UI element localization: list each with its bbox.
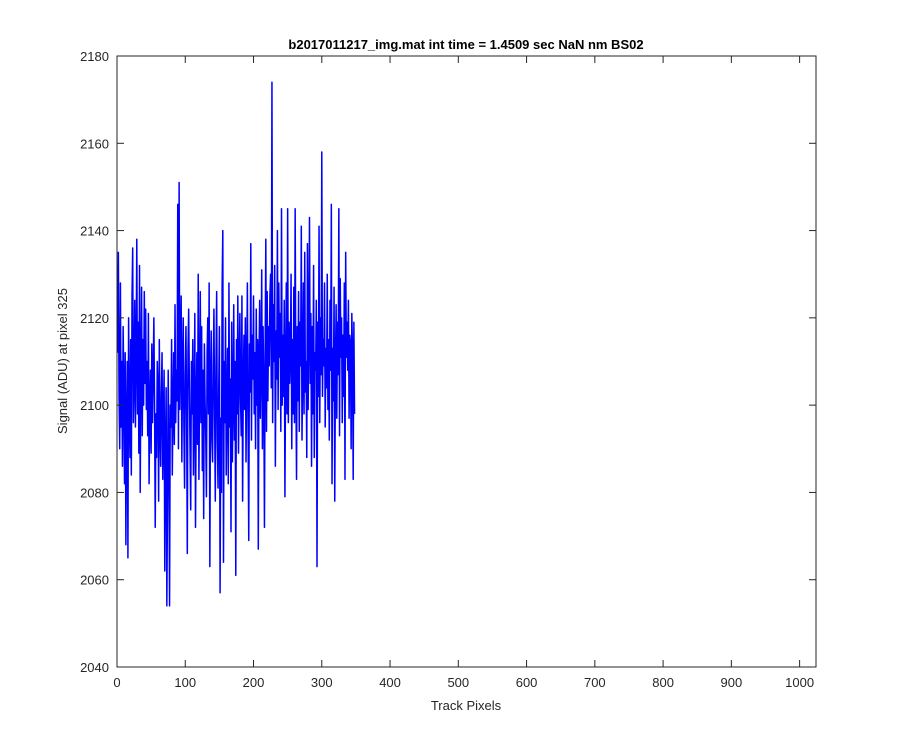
x-tick-label: 0	[113, 675, 120, 690]
y-tick-label: 2120	[80, 311, 109, 326]
y-axis-ticks: 2040 2060 2080 2100 2120 2140 2160 2180	[80, 49, 816, 675]
series-line-0	[116, 81, 356, 607]
x-tick-label: 600	[516, 675, 538, 690]
x-tick-label: 800	[652, 675, 674, 690]
x-tick-label: 700	[584, 675, 606, 690]
y-tick-label: 2160	[80, 136, 109, 151]
chart-title: b2017011217_img.mat int time = 1.4509 se…	[288, 37, 643, 52]
y-tick-label: 2100	[80, 398, 109, 413]
y-tick-label: 2140	[80, 224, 109, 239]
x-tick-label: 1000	[785, 675, 814, 690]
x-tick-label: 500	[447, 675, 469, 690]
x-tick-label: 400	[379, 675, 401, 690]
y-tick-label: 2180	[80, 49, 109, 64]
y-tick-label: 2060	[80, 573, 109, 588]
series-layer	[116, 81, 356, 607]
x-tick-label: 200	[243, 675, 265, 690]
y-axis-label: Signal (ADU) at pixel 325	[55, 288, 70, 434]
y-tick-label: 2040	[80, 660, 109, 675]
x-axis-ticks: 0 100 200 300 400 500 600 700 800 900 1000	[113, 56, 814, 690]
x-tick-label: 100	[174, 675, 196, 690]
x-axis-label: Track Pixels	[431, 698, 502, 713]
x-tick-label: 900	[721, 675, 743, 690]
y-tick-label: 2080	[80, 485, 109, 500]
x-tick-label: 300	[311, 675, 333, 690]
axes-box	[116, 55, 817, 668]
